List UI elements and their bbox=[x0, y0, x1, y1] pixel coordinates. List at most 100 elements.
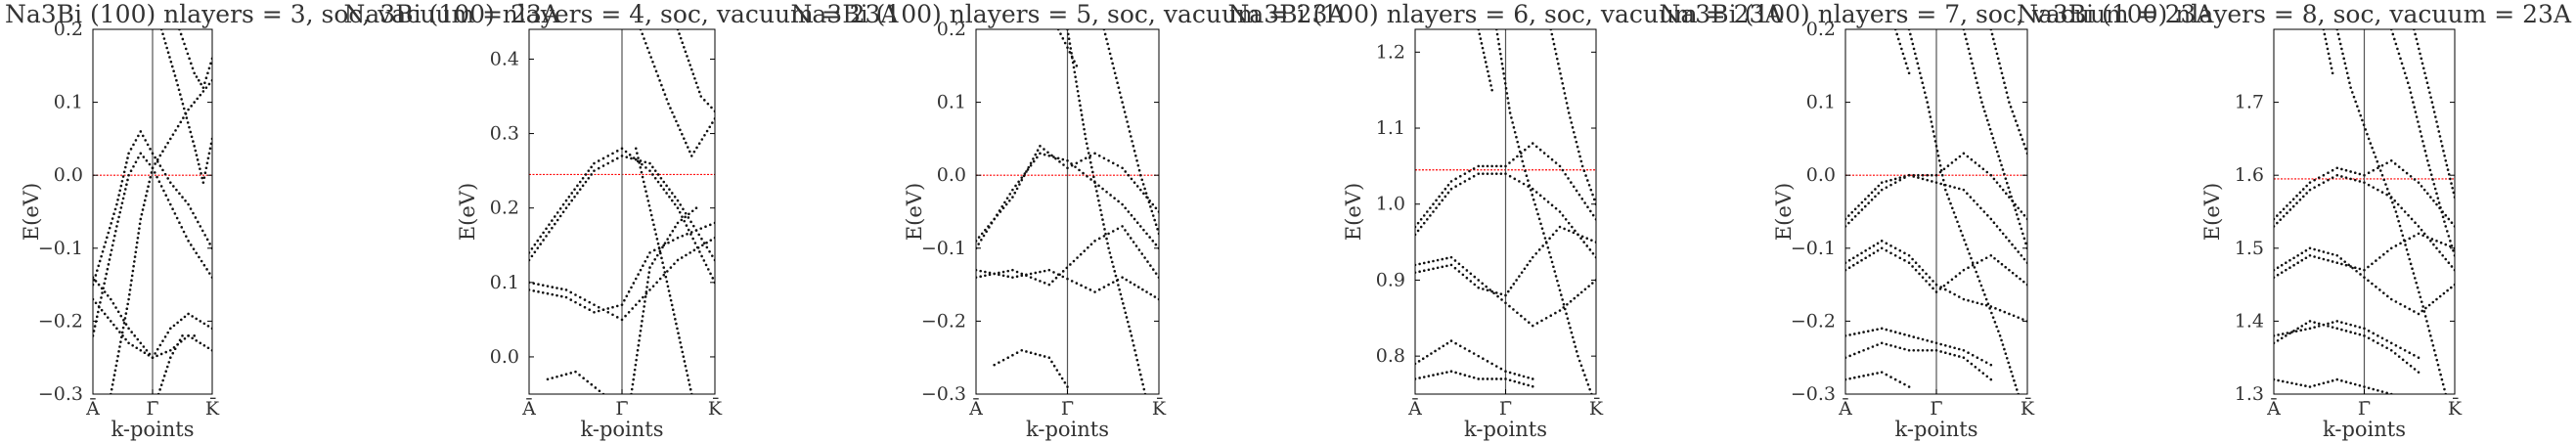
panel-2-band-7-point bbox=[685, 141, 688, 145]
panel-6-band-9-point bbox=[2330, 66, 2333, 70]
panel-1-band-5-point bbox=[114, 364, 118, 368]
panel-2-band-7-point bbox=[667, 102, 670, 106]
panel-6-band-8-point bbox=[2371, 146, 2374, 150]
panel-6-band-8-point bbox=[2416, 286, 2420, 289]
panel-3-band-4-point bbox=[1070, 280, 1074, 283]
panel-4-band-5-point bbox=[1504, 370, 1507, 373]
panel-6-band-10-point bbox=[2444, 225, 2448, 228]
panel-4-band-3-point bbox=[1477, 279, 1481, 282]
panel-1-band-3-point bbox=[110, 297, 112, 301]
panel-5-band-1-point bbox=[2001, 232, 2005, 236]
panel-5-band-10-point bbox=[1975, 76, 1977, 80]
panel-5-band-8-point bbox=[1991, 316, 1995, 319]
panel-3-band-8-point bbox=[1153, 218, 1156, 222]
panel-4-band-7-point bbox=[1546, 246, 1550, 249]
panel-5-band-6-point bbox=[1970, 362, 1974, 366]
panel-3-band-3-point bbox=[1116, 227, 1120, 231]
panel-2-band-7-point bbox=[700, 138, 704, 141]
panel-4-band-5-point bbox=[1458, 344, 1462, 348]
panel-5-band-2-point bbox=[1992, 177, 1996, 181]
panel-3-band-3-point bbox=[1061, 270, 1065, 273]
panel-5-band-8-point bbox=[1998, 334, 2002, 337]
panel-5-band-5-point bbox=[1984, 361, 1988, 364]
panel-6-band-10-point bbox=[2443, 220, 2446, 223]
panel-4-band-6-point bbox=[1454, 371, 1457, 375]
panel-4-band-7-point bbox=[1586, 382, 1590, 386]
panel-2-band-4-point bbox=[662, 244, 666, 247]
panel-5-band-3-point bbox=[1993, 256, 1996, 260]
panel-5-band-2-point bbox=[1898, 176, 1902, 179]
panel-1-band-1-point bbox=[126, 178, 129, 182]
panel-6-band-1-point bbox=[2435, 246, 2438, 250]
panel-5-band-10-point bbox=[2015, 213, 2019, 216]
panel-2-band-3-point bbox=[676, 258, 680, 262]
panel-6-band-2-point bbox=[2288, 200, 2292, 204]
panel-1-band-2-point bbox=[110, 222, 112, 225]
panel-3-band-6-point bbox=[1095, 190, 1098, 193]
panel-4-band-7-point bbox=[1554, 275, 1558, 278]
panel-3-band-6-point bbox=[1133, 348, 1136, 352]
panel-6-band-2-point bbox=[2413, 178, 2417, 181]
panel-6-band-3-point bbox=[2292, 256, 2295, 260]
panel-4-band-4-point bbox=[1534, 251, 1538, 255]
panel-4-band-2-point bbox=[1583, 201, 1586, 204]
panel-6-band-11-point bbox=[2434, 115, 2437, 118]
panel-4-band-2-point bbox=[1504, 164, 1507, 168]
panel-6-band-7-point bbox=[2299, 383, 2303, 386]
panel-4-band-8-point bbox=[1484, 61, 1488, 64]
panel-4-band-5-point bbox=[1434, 349, 1437, 353]
panel-1-band-1-point bbox=[155, 175, 158, 179]
panel-6-band-3-point bbox=[2276, 266, 2280, 269]
panel-2-band-5-point bbox=[582, 377, 585, 379]
panel-5-band-6-point bbox=[1989, 377, 1993, 381]
panel-5-band-2-point bbox=[1981, 167, 1985, 171]
panel-5-band-5-point bbox=[1939, 342, 1942, 346]
panel-3-band-6-point bbox=[1124, 311, 1128, 315]
panel-6-band-10-point bbox=[2429, 173, 2433, 176]
panel-4-band-7-point bbox=[1512, 126, 1516, 129]
panel-5-band-8-point bbox=[1927, 106, 1931, 109]
panel-5-band-8-point bbox=[1914, 52, 1917, 56]
panel-5-band-3-point bbox=[1950, 278, 1954, 282]
panel-4-band-5-point bbox=[1454, 341, 1457, 345]
panel-6-band-11-point bbox=[2438, 135, 2442, 138]
panel-3-band-3-point bbox=[1001, 270, 1005, 274]
panel-1-band-1-point bbox=[139, 152, 143, 155]
panel-6-band-7-point bbox=[2363, 385, 2366, 388]
panel-1-band-5-point bbox=[207, 82, 211, 86]
panel-1-band-6-point bbox=[166, 51, 170, 55]
panel-3-band-3-point bbox=[1047, 283, 1051, 287]
panel-4-band-9-point bbox=[1558, 66, 1561, 70]
panel-3-band-8-point bbox=[1151, 214, 1155, 217]
panel-2-band-6-point bbox=[633, 368, 637, 372]
panel-5-band-7-point bbox=[1866, 374, 1870, 377]
panel-4-band-7-point bbox=[1570, 331, 1574, 334]
panel-3-band-6-point bbox=[1091, 170, 1094, 174]
panel-1-band-1-point bbox=[111, 239, 115, 243]
panel-2-band-2-point bbox=[700, 237, 703, 241]
panel-4-band-7-point bbox=[1558, 288, 1562, 292]
panel-5-band-11-point bbox=[2006, 96, 2010, 99]
panel-3-band-8-point bbox=[1135, 158, 1138, 162]
panel-2-band-1-point bbox=[678, 210, 682, 214]
panel-6-band-1-point bbox=[2367, 183, 2371, 187]
panel-6-band-4-point bbox=[2367, 265, 2370, 269]
panel-6-band-1-point bbox=[2403, 210, 2407, 213]
panel-3-band-6-point bbox=[1101, 218, 1104, 221]
panel-2-band-4-point bbox=[704, 225, 707, 229]
panel-5-band-10-point bbox=[1977, 91, 1981, 94]
panel-1-band-5-point bbox=[125, 307, 129, 311]
panel-6-band-1-point bbox=[2414, 221, 2417, 224]
panel-5-band-10-point bbox=[1976, 81, 1978, 85]
panel-5-band-10-point bbox=[1965, 37, 1968, 41]
panel-2-band-4-point bbox=[578, 303, 582, 306]
panel-3-band-6-point bbox=[1109, 255, 1113, 259]
panel-6-band-2-point bbox=[2425, 192, 2429, 196]
panel-2-band-2-point bbox=[702, 242, 706, 244]
panel-1-band-5-point bbox=[111, 378, 115, 381]
panel-4-band-7-point bbox=[1577, 359, 1581, 363]
panel-4-xlabel: k-points bbox=[1464, 418, 1547, 441]
panel-6-band-2-point bbox=[2401, 168, 2405, 172]
panel-6-band-3-point bbox=[2280, 263, 2284, 267]
panel-2-band-2-point bbox=[584, 180, 588, 184]
